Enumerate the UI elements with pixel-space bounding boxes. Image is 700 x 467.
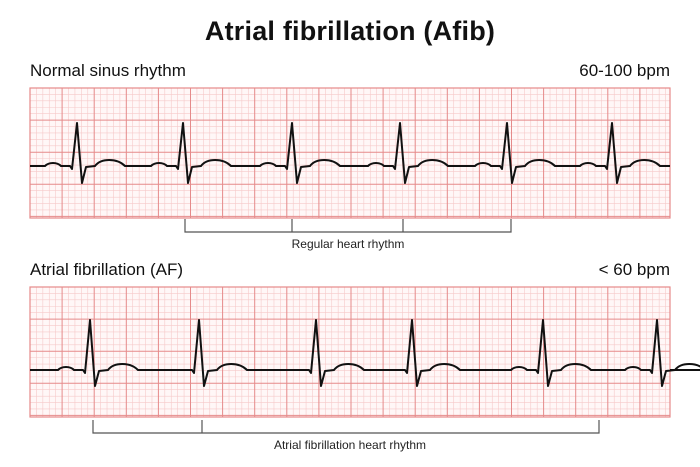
bracket-label-af: Atrial fibrillation heart rhythm	[274, 438, 426, 452]
bracket-line-normal	[184, 219, 512, 233]
panel-label-af: Atrial fibrillation (AF)	[30, 260, 184, 279]
ecg-grid-frame	[29, 286, 671, 418]
ecg-grid-normal	[29, 87, 671, 219]
panel-label-normal: Normal sinus rhythm	[30, 61, 186, 80]
ecg-grid-minor-lines	[30, 88, 670, 218]
ecg-grid-frame	[29, 87, 671, 219]
bracket-af-rhythm: Atrial fibrillation heart rhythm	[92, 420, 600, 452]
ecg-trace-af	[30, 319, 700, 387]
ecg-trace-normal	[30, 122, 670, 184]
ecg-grid-background	[30, 88, 670, 218]
ecg-grid-minor-lines	[30, 287, 670, 417]
panel-rate-normal: 60-100 bpm	[579, 61, 670, 80]
page-title: Atrial fibrillation (Afib)	[204, 16, 496, 46]
bracket-line-af	[92, 420, 600, 434]
ecg-grid-af	[29, 286, 671, 418]
bracket-label-normal: Regular heart rhythm	[292, 237, 405, 251]
ecg-grid-background	[30, 287, 670, 417]
bracket-regular-rhythm: Regular heart rhythm	[184, 219, 512, 251]
panel-rate-af: < 60 bpm	[598, 260, 670, 279]
